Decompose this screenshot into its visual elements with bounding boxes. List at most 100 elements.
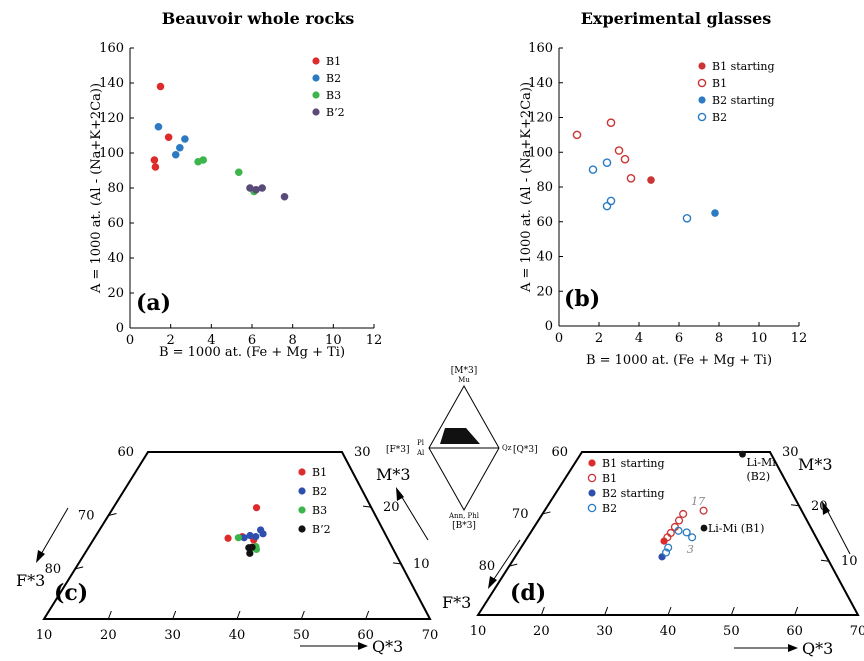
c-bottom-tick xyxy=(107,610,112,620)
d-bottom-tick-label: 60 xyxy=(786,624,803,639)
d-legend-marker-b2-starting xyxy=(588,489,596,497)
chart-c-right-axis-label: M*3 xyxy=(376,465,411,484)
b-xtick-label: 8 xyxy=(715,331,723,346)
a-point-bp2 xyxy=(280,192,289,201)
b-ytick-label: 120 xyxy=(528,111,553,126)
d-reference-point xyxy=(739,450,746,458)
chart-a-xlabel: B = 1000 at. (Fe + Mg + Ti) xyxy=(159,345,345,360)
inset-left-label: [F*3] xyxy=(386,445,410,455)
chart-c-left-axis-label: F*3 xyxy=(16,571,45,590)
d-point-b2 xyxy=(688,533,697,542)
b-point-b2 xyxy=(602,201,612,211)
c-bottom-tick-label: 50 xyxy=(293,628,310,643)
b-xtick-label: 12 xyxy=(791,331,808,346)
a-point-b2 xyxy=(171,150,180,159)
b-ytick-label: 160 xyxy=(528,41,553,56)
d-right-tick xyxy=(790,504,800,507)
chart-d-left-axis-label: F*3 xyxy=(442,593,471,612)
d-annotation: 17 xyxy=(691,495,705,508)
d-bottom-tick xyxy=(604,606,609,616)
a-xtick-label: 4 xyxy=(207,333,215,348)
c-left-tick xyxy=(108,512,117,516)
a-legend-label-bp2: B’2 xyxy=(326,106,345,119)
b-ytick-label: 40 xyxy=(536,250,553,265)
c-bottom-tick-label: 30 xyxy=(164,628,181,643)
c-legend-label-b2: B2 xyxy=(312,485,327,498)
b-legend-marker-b1-starting xyxy=(698,62,706,70)
chart-d-bottom-arrowhead xyxy=(788,644,798,652)
b-point-b2 xyxy=(588,165,598,174)
chart-a-title: Beauvoir whole rocks xyxy=(162,9,355,28)
c-bottom-tick-label: 20 xyxy=(100,628,117,643)
d-left-tick-label: 60 xyxy=(551,445,568,460)
a-ytick-label: 80 xyxy=(107,181,124,196)
b-xtick-label: 4 xyxy=(635,331,643,346)
d-legend-marker-b2 xyxy=(587,503,597,513)
d-left-tick xyxy=(542,511,551,515)
a-ytick-label: 60 xyxy=(107,216,124,231)
chart-c-bottom-axis-label: Q*3 xyxy=(372,637,403,656)
chart-b-title: Experimental glasses xyxy=(581,9,772,28)
a-point-b3 xyxy=(199,156,207,164)
c-point-b2 xyxy=(246,531,254,540)
a-legend-marker-b1 xyxy=(312,57,320,65)
d-right-tick-label: 10 xyxy=(841,554,858,569)
chart-d-right-axis-label: M*3 xyxy=(798,455,833,474)
d-legend-marker-b1 xyxy=(587,473,597,483)
chart-d-left-arrow xyxy=(491,539,521,583)
a-ytick-label: 120 xyxy=(99,111,124,126)
a-legend-label-b1: B1 xyxy=(326,55,341,68)
b-ytick-label: 80 xyxy=(536,180,553,195)
d-point-b1-starting xyxy=(660,537,668,545)
d-legend-label-b2-starting: B2 starting xyxy=(602,487,665,500)
b-legend-label-b1: B1 xyxy=(712,77,727,90)
chart-c-left-arrowhead xyxy=(36,550,45,563)
d-bottom-tick-label: 70 xyxy=(850,624,864,639)
chart-d-left-arrowhead xyxy=(488,576,497,589)
b-legend-marker-b2-starting xyxy=(698,96,706,104)
b-point-b2 xyxy=(682,213,692,223)
b-xtick-label: 10 xyxy=(751,331,768,346)
d-point-b1 xyxy=(674,516,684,525)
chart-d-panel-label: (d) xyxy=(510,580,546,606)
c-bottom-tick xyxy=(172,610,177,620)
c-legend-label-bp2: B’2 xyxy=(312,523,331,536)
c-point-b2 xyxy=(259,530,267,538)
d-reference-label: Li-Mi (B1) xyxy=(708,522,764,535)
d-left-tick-label: 80 xyxy=(479,559,496,574)
a-point-b1 xyxy=(156,82,165,91)
d-right-tick-label: 30 xyxy=(782,445,799,460)
chart-c-panel-label: (c) xyxy=(54,580,88,606)
c-point-b1 xyxy=(252,504,261,512)
a-point-b3 xyxy=(234,168,243,177)
b-legend-marker-b2 xyxy=(697,112,707,122)
inset-shaded-field xyxy=(440,428,480,444)
inset-left-sub-top: Pl xyxy=(417,439,425,447)
d-bottom-tick xyxy=(667,606,672,616)
b-point-b1-starting xyxy=(647,176,655,184)
c-right-tick-label: 10 xyxy=(413,557,430,572)
a-legend-label-b3: B3 xyxy=(326,89,341,102)
inset-diamond xyxy=(428,384,500,512)
chart-d-right-arrowhead xyxy=(822,501,830,515)
ternary-inset: [M*3] Mu [F*3] Pl Al Qz [Q*3] Ann, Phl [… xyxy=(386,366,538,531)
d-point-b2-starting xyxy=(658,553,666,561)
chart-d-bottom-axis-label: Q*3 xyxy=(802,639,833,658)
c-point-b1 xyxy=(224,534,232,542)
a-xtick-label: 8 xyxy=(289,333,297,348)
b-point-b1 xyxy=(606,118,616,128)
c-left-tick-label: 70 xyxy=(78,508,95,523)
chart-d-right-arrow xyxy=(825,507,851,555)
d-bottom-tick xyxy=(794,606,799,616)
d-point-b1 xyxy=(699,506,708,515)
b-point-b1 xyxy=(572,130,582,140)
b-ytick-label: 140 xyxy=(528,76,553,91)
chart-c-right-arrow xyxy=(399,493,429,541)
c-left-tick xyxy=(75,566,84,570)
a-xtick-label: 6 xyxy=(248,333,256,348)
a-xtick-label: 0 xyxy=(126,333,134,348)
b-legend-marker-b1 xyxy=(697,78,707,88)
a-ytick-label: 20 xyxy=(107,286,124,301)
chart-b-xlabel: B = 1000 at. (Fe + Mg + Ti) xyxy=(586,353,772,368)
